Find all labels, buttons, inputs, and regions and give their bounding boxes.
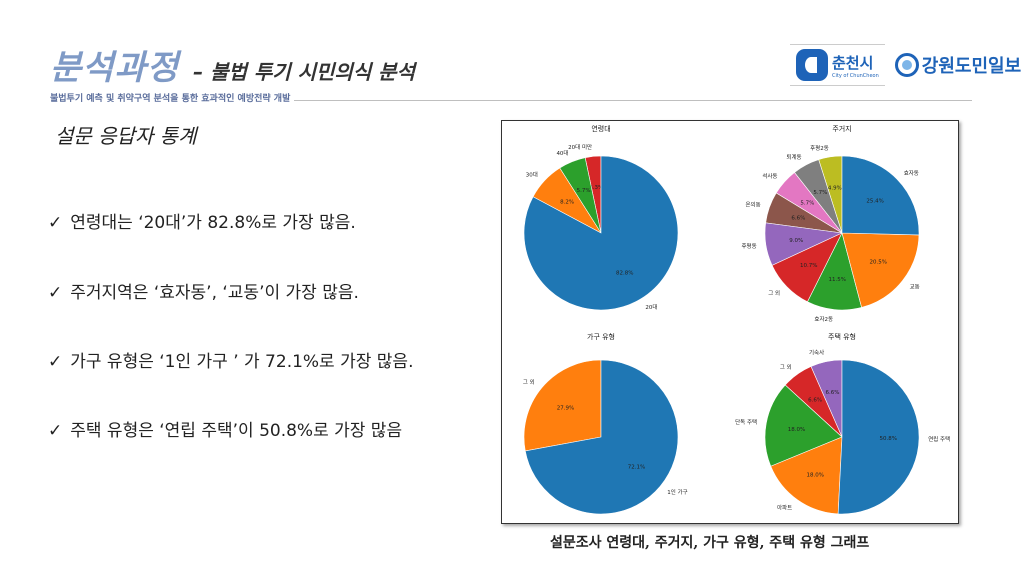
pie-category-label: 1인 가구 xyxy=(667,488,687,496)
figure-caption: 설문조사 연령대, 주거지, 가구 유형, 주택 유형 그래프 xyxy=(550,535,870,551)
bullet-item: ✓ 주택 유형은 ‘연립 주택’이 50.8%로 가장 많음 xyxy=(48,416,402,441)
pie-slice xyxy=(523,359,602,452)
pie-percent-label: 72.1% xyxy=(628,465,645,471)
pie-percent-label: 18.0% xyxy=(807,473,824,479)
pie-category-label: 온의동 xyxy=(746,201,761,208)
pie-chart-4: 주택 유형 6.6% 기숙사 6.6% 그 외 18.0% 단독 주택 18.0% 아파트 50.… xyxy=(735,332,950,515)
pie-percent-label: 6.6% xyxy=(791,216,805,222)
pie-percent-label: 20.5% xyxy=(869,260,886,266)
pie-percent-label: 8.2% xyxy=(560,200,574,206)
pie-percent-label: 18.0% xyxy=(788,427,805,433)
pie-percent-label: 9.0% xyxy=(789,238,803,244)
check-icon: ✓ xyxy=(48,213,63,233)
pie-category-label: 20대 미만 xyxy=(568,143,592,151)
pie-percent-label: 82.8% xyxy=(616,271,633,277)
pie-slice xyxy=(764,384,843,467)
pie-title: 가구 유형 xyxy=(587,332,615,341)
pie-percent-label: 11.5% xyxy=(828,277,845,283)
pie-slice xyxy=(841,155,920,236)
pie-category-label: 후평2동 xyxy=(810,145,829,152)
newspaper-emblem-icon xyxy=(894,53,919,77)
pie-percent-label: 27.9% xyxy=(557,405,574,411)
pie-slice xyxy=(837,359,920,515)
pie-percent-label: 6.6% xyxy=(808,398,822,404)
pie-charts-svg: 연령대 3.3% 20대 미만 5.7% 40대 8.2% 30대 82.8% 20대 주거지 4.… xyxy=(523,124,950,515)
pie-category-label: 40대 xyxy=(556,149,568,157)
check-icon: ✓ xyxy=(48,283,63,303)
pie-chart-2: 주거지 4.9% 후평2동 5.7% 퇴계동 5.7% 석사동 6.6% 온의동 9.0% 후평동 1… xyxy=(742,124,920,323)
pie-chart-1: 연령대 3.3% 20대 미만 5.7% 40대 8.2% 30대 82.8% 20대 xyxy=(523,125,679,311)
pie-percent-label: 25.4% xyxy=(866,199,883,205)
bullet-text: 가구 유형은 ‘1인 가구 ’ 가 72.1%로 가장 많음. xyxy=(70,352,414,372)
pie-category-label: 30대 xyxy=(526,170,538,178)
bullet-text: 주거지역은 ‘효자동’, ‘교동’이 가장 많음. xyxy=(70,283,359,303)
chuncheon-logo: 춘천시 City of ChunCheon xyxy=(790,44,885,86)
pie-title: 연령대 xyxy=(591,125,610,133)
bullet-item: ✓ 연령대는 ‘20대’가 82.8%로 가장 많음. xyxy=(48,208,356,233)
project-subtitle: 불법투기 예측 및 취약구역 분석을 통한 효과적인 예방전략 개발 xyxy=(50,94,291,104)
pie-percent-label: 50.8% xyxy=(879,436,896,442)
bullet-item: ✓ 가구 유형은 ‘1인 가구 ’ 가 72.1%로 가장 많음. xyxy=(48,347,413,372)
pie-percent-label: 6.6% xyxy=(826,390,840,396)
subtitle-row: 불법투기 예측 및 취약구역 분석을 통한 효과적인 예방전략 개발 xyxy=(50,91,972,104)
pie-title: 주택 유형 xyxy=(828,332,856,341)
page-title-suffix: – 불법 투기 시민의식 분석 xyxy=(193,60,415,84)
chuncheon-logo-name: 춘천시 xyxy=(832,53,874,72)
pie-category-label: 석사동 xyxy=(762,172,777,180)
pie-percent-label: 3.3% xyxy=(589,185,603,191)
pie-category-label: 연립 주택 xyxy=(928,435,950,443)
pie-category-label: 효자동 xyxy=(904,169,919,177)
pie-slice xyxy=(770,436,843,515)
pie-category-label: 교동 xyxy=(910,284,920,291)
chuncheon-emblem-icon xyxy=(796,49,828,81)
pie-category-label: 그 외 xyxy=(780,364,792,371)
bullet-text: 주택 유형은 ‘연립 주택’이 50.8%로 가장 많음 xyxy=(70,421,403,441)
bullet-text: 연령대는 ‘20대’가 82.8%로 가장 많음. xyxy=(70,213,356,233)
chuncheon-logo-english: City of ChunCheon xyxy=(832,72,879,79)
page-title: 분석과정 xyxy=(50,48,180,88)
pie-category-label: 후평동 xyxy=(742,243,757,250)
pie-percent-label: 5.7% xyxy=(813,190,827,196)
pie-percent-label: 5.7% xyxy=(800,200,814,206)
pie-category-label: 20대 xyxy=(645,303,657,311)
check-icon: ✓ xyxy=(48,421,63,441)
bullet-item: ✓ 주거지역은 ‘효자동’, ‘교동’이 가장 많음. xyxy=(48,278,359,303)
pie-category-label: 퇴계동 xyxy=(786,153,801,161)
pie-category-label: 단독 주택 xyxy=(735,418,757,426)
pie-category-label: 아파트 xyxy=(777,503,792,511)
section-title: 설문 응답자 통계 xyxy=(55,124,197,148)
pie-slice xyxy=(524,359,679,515)
pie-title: 주거지 xyxy=(832,124,851,133)
pie-percent-label: 10.7% xyxy=(800,263,817,269)
pie-category-label: 그 외 xyxy=(523,379,535,386)
pie-slice xyxy=(523,155,679,311)
pie-category-label: 효자2동 xyxy=(814,315,833,323)
pie-chart-3: 가구 유형 27.9% 그 외 72.1% 1인 가구 xyxy=(523,332,688,515)
partner-logos: 춘천시 City of ChunCheon 강원도민일보 xyxy=(790,44,1021,86)
newspaper-logo-name: 강원도민일보 xyxy=(921,56,1022,77)
pie-category-label: 기숙사 xyxy=(809,349,824,357)
pie-category-label: 그 외 xyxy=(768,290,780,297)
subtitle-divider xyxy=(294,100,972,101)
pie-percent-label: 4.9% xyxy=(828,185,842,191)
page-title-row: 분석과정 – 불법 투기 시민의식 분석 xyxy=(50,40,415,89)
pie-slice xyxy=(841,232,920,308)
pie-percent-label: 5.7% xyxy=(577,188,591,194)
check-icon: ✓ xyxy=(48,352,63,372)
pie-charts-panel: 연령대 3.3% 20대 미만 5.7% 40대 8.2% 30대 82.8% 20대 주거지 4.… xyxy=(501,120,959,524)
